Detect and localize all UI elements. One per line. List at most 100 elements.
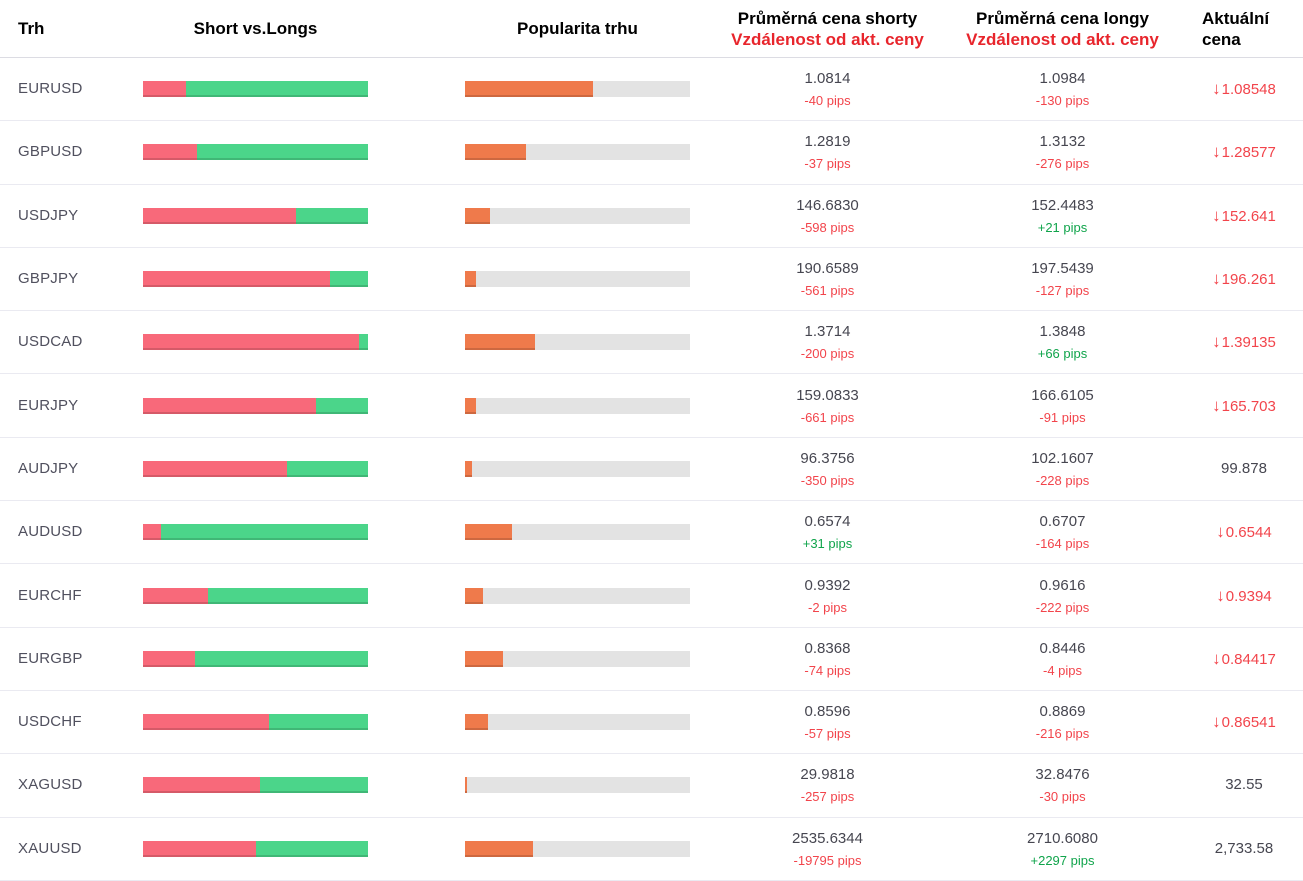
current-price: 0.9394 bbox=[1225, 587, 1272, 605]
short-distance: -350 pips bbox=[800, 472, 855, 488]
avg-long-price: 32.8476 bbox=[1035, 766, 1090, 784]
long-distance: +21 pips bbox=[1037, 219, 1088, 235]
avg-short-price: 96.3756 bbox=[800, 449, 855, 467]
short-distance: -37 pips bbox=[804, 156, 851, 172]
short-distance: -257 pips bbox=[800, 789, 855, 805]
pair-label: XAGUSD bbox=[18, 776, 83, 794]
popularity-bar bbox=[465, 587, 690, 604]
long-segment bbox=[287, 460, 368, 477]
pair-label: EURCHF bbox=[18, 586, 82, 604]
avg-short-price: 0.6574 bbox=[804, 513, 851, 531]
short-vs-long-bar bbox=[143, 460, 368, 477]
avg-short-price: 159.0833 bbox=[796, 386, 859, 404]
popularity-bar bbox=[465, 334, 690, 351]
short-segment bbox=[143, 334, 359, 351]
pair-label: EURUSD bbox=[18, 80, 83, 98]
long-distance: -222 pips bbox=[1035, 599, 1090, 615]
header-market: Trh bbox=[18, 19, 45, 38]
popularity-bar bbox=[465, 714, 690, 731]
current-price-wrap: ↓0.9394 bbox=[1216, 585, 1272, 605]
popularity-bar bbox=[465, 144, 690, 161]
table-row[interactable]: XAGUSD 29.9818 -257 pips 32.8476 -30 pip… bbox=[0, 754, 1303, 818]
avg-long-price: 0.6707 bbox=[1039, 513, 1086, 531]
down-arrow-icon: ↓ bbox=[1212, 269, 1221, 289]
table-row[interactable]: USDCHF 0.8596 -57 pips 0.8869 -216 pips … bbox=[0, 691, 1303, 755]
table-row[interactable]: USDCAD 1.3714 -200 pips 1.3848 +66 pips … bbox=[0, 311, 1303, 375]
long-segment bbox=[359, 334, 368, 351]
table-row[interactable]: EURUSD 1.0814 -40 pips 1.0984 -130 pips … bbox=[0, 58, 1303, 122]
short-distance: -19795 pips bbox=[793, 852, 862, 868]
short-distance: -40 pips bbox=[804, 93, 851, 109]
popularity-bar bbox=[465, 840, 690, 857]
table-row[interactable]: GBPUSD 1.2819 -37 pips 1.3132 -276 pips … bbox=[0, 121, 1303, 185]
popularity-segment bbox=[465, 81, 594, 98]
long-segment bbox=[161, 524, 368, 541]
avg-short-price: 1.2819 bbox=[804, 133, 851, 151]
table-row[interactable]: USDJPY 146.6830 -598 pips 152.4483 +21 p… bbox=[0, 185, 1303, 248]
table-row[interactable]: XAUUSD 2535.6344 -19795 pips 2710.6080 +… bbox=[0, 818, 1303, 881]
down-arrow-icon: ↓ bbox=[1216, 585, 1225, 605]
popularity-bar bbox=[465, 524, 690, 541]
current-price-wrap: ↓152.641 bbox=[1212, 205, 1276, 225]
avg-long-price: 102.1607 bbox=[1031, 449, 1094, 467]
popularity-segment bbox=[465, 587, 483, 604]
current-price: 1.08548 bbox=[1221, 81, 1276, 99]
long-distance: -216 pips bbox=[1035, 726, 1090, 742]
short-segment bbox=[143, 587, 209, 604]
current-price-wrap: ↓196.261 bbox=[1212, 269, 1276, 289]
long-segment bbox=[185, 81, 368, 98]
long-distance: -4 pips bbox=[1042, 662, 1083, 678]
popularity-segment bbox=[465, 524, 513, 541]
short-segment bbox=[143, 81, 186, 98]
long-segment bbox=[197, 144, 368, 161]
current-price: 0.84417 bbox=[1221, 650, 1276, 668]
table-header: Trh Short vs.Longs Popularita trhu Průmě… bbox=[0, 0, 1303, 58]
pair-label: EURGBP bbox=[18, 649, 83, 667]
avg-short-price: 2535.6344 bbox=[792, 829, 863, 847]
popularity-segment bbox=[465, 840, 533, 857]
current-price: 32.55 bbox=[1225, 776, 1263, 794]
table-body: EURUSD 1.0814 -40 pips 1.0984 -130 pips … bbox=[0, 58, 1303, 881]
avg-short-price: 190.6589 bbox=[796, 260, 859, 278]
short-vs-long-bar bbox=[143, 840, 368, 857]
table-row[interactable]: EURGBP 0.8368 -74 pips 0.8446 -4 pips ↓0… bbox=[0, 628, 1303, 691]
popularity-segment bbox=[465, 714, 488, 731]
header-avg-short-subtitle: Vzdálenost od akt. ceny bbox=[731, 29, 924, 49]
table-row[interactable]: AUDUSD 0.6574 +31 pips 0.6707 -164 pips … bbox=[0, 501, 1303, 565]
header-current-price: Aktuální cena bbox=[1185, 8, 1303, 50]
header-current-line1: Aktuální bbox=[1202, 8, 1270, 28]
short-segment bbox=[143, 714, 269, 731]
long-distance: -164 pips bbox=[1035, 536, 1090, 552]
down-arrow-icon: ↓ bbox=[1212, 205, 1221, 225]
short-distance: -200 pips bbox=[800, 346, 855, 362]
down-arrow-icon: ↓ bbox=[1216, 522, 1225, 542]
table-row[interactable]: AUDJPY 96.3756 -350 pips 102.1607 -228 p… bbox=[0, 438, 1303, 502]
long-distance: +66 pips bbox=[1037, 346, 1088, 362]
short-vs-long-bar bbox=[143, 650, 368, 667]
avg-short-price: 146.6830 bbox=[796, 196, 859, 214]
down-arrow-icon: ↓ bbox=[1212, 332, 1221, 352]
short-distance: -57 pips bbox=[804, 726, 851, 742]
pair-label: GBPUSD bbox=[18, 143, 83, 161]
avg-short-price: 0.8368 bbox=[804, 639, 851, 657]
short-vs-long-bar bbox=[143, 81, 368, 98]
short-vs-long-bar bbox=[143, 587, 368, 604]
current-price-wrap: ↓1.28577 bbox=[1212, 142, 1276, 162]
short-segment bbox=[143, 840, 256, 857]
current-price: 152.641 bbox=[1221, 207, 1276, 225]
popularity-segment bbox=[465, 271, 477, 288]
current-price: 99.878 bbox=[1221, 459, 1267, 477]
table-row[interactable]: EURJPY 159.0833 -661 pips 166.6105 -91 p… bbox=[0, 374, 1303, 438]
long-distance: -228 pips bbox=[1035, 472, 1090, 488]
avg-short-price: 29.9818 bbox=[800, 766, 855, 784]
current-price: 165.703 bbox=[1221, 397, 1276, 415]
header-popularity: Popularita trhu bbox=[517, 19, 638, 38]
current-price: 1.28577 bbox=[1221, 144, 1276, 162]
table-row[interactable]: GBPJPY 190.6589 -561 pips 197.5439 -127 … bbox=[0, 248, 1303, 312]
short-vs-long-bar bbox=[143, 271, 368, 288]
popularity-segment bbox=[465, 397, 477, 414]
current-price-wrap: ↓1.08548 bbox=[1212, 79, 1276, 99]
current-price-wrap: ↓1.39135 bbox=[1212, 332, 1276, 352]
table-row[interactable]: EURCHF 0.9392 -2 pips 0.9616 -222 pips ↓… bbox=[0, 564, 1303, 628]
short-distance: +31 pips bbox=[802, 536, 853, 552]
